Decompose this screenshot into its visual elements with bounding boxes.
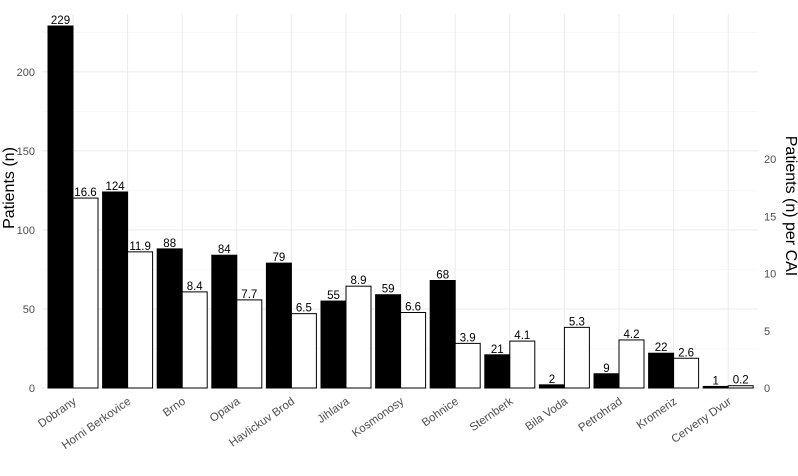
y-tick-right: 15 [764, 211, 776, 223]
data-label-patients: 59 [382, 284, 395, 296]
data-label-patients-per-cai: 2.6 [678, 347, 694, 359]
x-tick-label: Brno [161, 396, 188, 420]
bar-patients-per-cai [345, 285, 372, 389]
y-tick-right: 0 [764, 383, 770, 395]
data-label-patients: 68 [436, 270, 449, 282]
x-tick-label: Bohnice [420, 396, 461, 430]
data-label-patients-per-cai: 4.1 [514, 330, 530, 342]
bar-patients [265, 262, 292, 389]
y-tick-left: 200 [17, 67, 35, 79]
y-tick-right: 10 [764, 269, 776, 281]
bar-patients [102, 191, 129, 389]
left-axis-ticks: 0 50 100 150 200 [17, 67, 35, 395]
bar-patients-per-cai [563, 326, 590, 389]
bar-patients [211, 254, 238, 389]
bar-patients [429, 280, 456, 389]
bar-patients-per-cai [72, 197, 99, 389]
x-tick-label: Sternberk [468, 395, 516, 434]
data-label-patients: 124 [106, 181, 126, 193]
bar-patients-per-cai [181, 291, 208, 389]
data-label-patients-per-cai: 6.6 [405, 301, 421, 313]
y-tick-left: 50 [23, 304, 35, 316]
data-label-patients-per-cai: 11.9 [129, 241, 151, 253]
data-label-patients-per-cai: 16.6 [74, 187, 96, 199]
bar-patients-per-cai [673, 357, 700, 389]
x-tick-label: Bila Voda [523, 395, 570, 433]
bar-patients [648, 352, 675, 389]
data-label-patients: 88 [163, 238, 176, 250]
bar-patients-per-cai [727, 385, 754, 389]
bar-patients [320, 300, 347, 389]
x-tick-label: Kosmonosy [350, 395, 406, 439]
data-label-patients-per-cai: 0.2 [733, 375, 749, 387]
bar-patients [156, 248, 183, 389]
data-label-patients: 9 [603, 363, 609, 375]
y-tick-right: 20 [764, 154, 776, 166]
y-axis-title-left: Patients (n) [1, 147, 18, 229]
x-tick-label: Jihlava [316, 395, 353, 426]
data-label-patients-per-cai: 5.3 [569, 316, 585, 328]
bars [47, 25, 754, 389]
right-axis-ticks: 0 5 10 15 20 [764, 154, 776, 395]
bar-patients [375, 294, 402, 389]
bar-patients-per-cai [618, 339, 645, 389]
y-tick-left: 100 [17, 225, 35, 237]
bar-patients [47, 25, 74, 389]
data-label-patients-per-cai: 6.5 [296, 303, 312, 315]
data-label-patients: 229 [51, 15, 70, 27]
data-label-patients: 2 [549, 374, 555, 386]
data-label-patients-per-cai: 4.2 [624, 329, 640, 341]
data-label-patients-per-cai: 8.9 [351, 275, 367, 287]
bar-patients-per-cai [236, 299, 263, 389]
x-tick-label: Kromeriz [635, 395, 680, 431]
y-axis-title-right: Patients (n) per CAI [782, 136, 798, 277]
data-label-patients: 22 [655, 342, 668, 354]
bar-patients-per-cai [290, 313, 317, 389]
data-label-patients-per-cai: 8.4 [187, 281, 204, 293]
data-label-patients: 21 [491, 344, 504, 356]
data-label-patients: 1 [712, 375, 718, 387]
bar-patients [484, 354, 511, 389]
x-tick-label: Opava [208, 395, 243, 425]
data-label-patients-per-cai: 3.9 [460, 332, 476, 344]
y-tick-left: 150 [17, 146, 35, 158]
data-label-patients: 84 [218, 244, 231, 256]
data-label-patients: 55 [327, 290, 340, 302]
bar-patients-per-cai [509, 340, 536, 389]
y-tick-right: 5 [764, 326, 770, 338]
bar-patients [593, 373, 620, 389]
bar-patients-per-cai [400, 311, 427, 389]
data-label-patients: 79 [273, 252, 286, 264]
x-tick-label: Cerveny Dvur [669, 396, 734, 446]
bar-patients-per-cai [127, 251, 154, 389]
data-label-patients-per-cai: 7.7 [241, 289, 257, 301]
x-tick-label: Petrohrad [576, 396, 624, 435]
y-tick-left: 0 [29, 383, 35, 395]
x-tick-label: Dobrany [36, 395, 79, 430]
bar-patients-per-cai [454, 342, 481, 389]
